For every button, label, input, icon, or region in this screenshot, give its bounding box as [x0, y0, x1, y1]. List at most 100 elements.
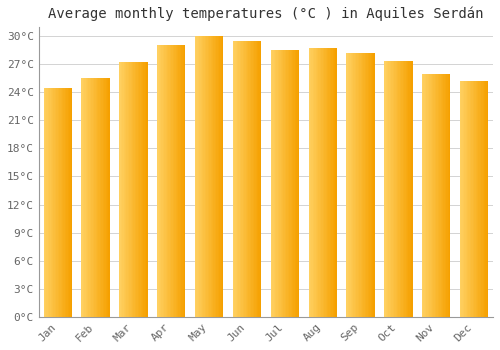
Bar	[334, 48, 336, 317]
Bar	[400, 61, 402, 317]
Bar	[68, 88, 69, 317]
Bar	[464, 81, 466, 317]
Bar	[178, 46, 180, 317]
Bar	[350, 53, 352, 317]
Bar	[145, 62, 146, 317]
Bar	[462, 81, 463, 317]
Bar	[282, 50, 284, 317]
Bar	[346, 53, 348, 317]
Bar	[97, 78, 98, 317]
Bar	[168, 46, 170, 317]
Bar	[449, 74, 450, 317]
Bar	[407, 61, 408, 317]
Bar	[48, 88, 49, 317]
Bar	[220, 36, 222, 317]
Bar	[466, 81, 467, 317]
Bar	[398, 61, 400, 317]
Bar	[134, 62, 135, 317]
Bar	[238, 41, 240, 317]
Bar	[92, 78, 94, 317]
Bar	[196, 36, 198, 317]
Bar	[397, 61, 398, 317]
Bar	[279, 50, 280, 317]
Bar	[200, 36, 202, 317]
Bar	[354, 53, 355, 317]
Bar	[442, 74, 444, 317]
Bar	[136, 62, 138, 317]
Bar	[440, 74, 442, 317]
Bar	[62, 88, 64, 317]
Bar	[69, 88, 70, 317]
Bar	[296, 50, 298, 317]
Bar	[328, 48, 330, 317]
Bar	[244, 41, 246, 317]
Bar	[215, 36, 216, 317]
Bar	[254, 41, 256, 317]
Bar	[370, 53, 372, 317]
Bar	[108, 78, 110, 317]
Bar	[318, 48, 320, 317]
Bar	[436, 74, 438, 317]
Bar	[278, 50, 279, 317]
Bar	[448, 74, 449, 317]
Bar	[94, 78, 96, 317]
Bar	[218, 36, 219, 317]
Bar	[248, 41, 250, 317]
Bar	[358, 53, 359, 317]
Bar	[368, 53, 369, 317]
Bar	[428, 74, 429, 317]
Bar	[359, 53, 360, 317]
Bar	[349, 53, 350, 317]
Bar	[250, 41, 252, 317]
Bar	[139, 62, 140, 317]
Bar	[477, 81, 478, 317]
Bar	[481, 81, 482, 317]
Bar	[237, 41, 238, 317]
Bar	[246, 41, 247, 317]
Bar	[487, 81, 488, 317]
Bar	[87, 78, 88, 317]
Bar	[129, 62, 130, 317]
Bar	[352, 53, 354, 317]
Bar	[172, 46, 174, 317]
Bar	[144, 62, 145, 317]
Bar	[58, 88, 59, 317]
Bar	[424, 74, 425, 317]
Bar	[100, 78, 102, 317]
Bar	[332, 48, 334, 317]
Bar	[90, 78, 92, 317]
Bar	[364, 53, 365, 317]
Bar	[308, 48, 310, 317]
Bar	[65, 88, 66, 317]
Bar	[82, 78, 83, 317]
Bar	[270, 50, 272, 317]
Bar	[284, 50, 285, 317]
Bar	[280, 50, 282, 317]
Bar	[470, 81, 472, 317]
Bar	[233, 41, 234, 317]
Bar	[106, 78, 107, 317]
Bar	[272, 50, 274, 317]
Bar	[402, 61, 404, 317]
Bar	[160, 46, 162, 317]
Bar	[222, 36, 224, 317]
Bar	[162, 46, 163, 317]
Bar	[425, 74, 426, 317]
Bar	[324, 48, 326, 317]
Bar	[320, 48, 322, 317]
Bar	[59, 88, 60, 317]
Bar	[426, 74, 428, 317]
Bar	[107, 78, 108, 317]
Bar	[234, 41, 235, 317]
Bar	[46, 88, 48, 317]
Bar	[50, 88, 52, 317]
Bar	[146, 62, 148, 317]
Bar	[429, 74, 430, 317]
Bar	[386, 61, 387, 317]
Bar	[331, 48, 332, 317]
Bar	[181, 46, 182, 317]
Title: Average monthly temperatures (°C ) in Aquiles Serdán: Average monthly temperatures (°C ) in Aq…	[48, 7, 484, 21]
Bar	[240, 41, 242, 317]
Bar	[276, 50, 278, 317]
Bar	[387, 61, 388, 317]
